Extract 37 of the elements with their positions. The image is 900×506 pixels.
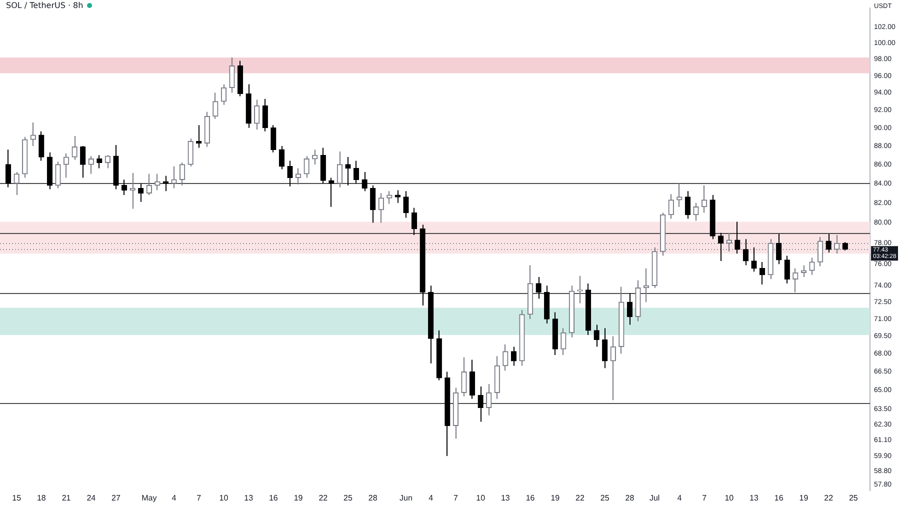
x-tick-label: 24 [86,493,96,502]
x-tick-label: 13 [500,493,510,502]
x-tick-label: 25 [344,493,353,502]
x-tick-label: 25 [848,493,858,502]
x-tick-label: 16 [526,493,536,502]
x-tick-label: 4 [428,493,434,502]
x-tick-label: 10 [476,493,486,502]
x-tick-label: 19 [294,493,304,502]
x-tick-label: 13 [244,493,254,502]
x-tick-label: 10 [724,493,734,502]
candlestick [328,178,334,207]
x-tick-label: 19 [799,493,809,502]
x-tick-label: 27 [112,493,121,502]
chart-title: SOL / TetherUS · 8h [6,1,84,10]
x-tick-label: 19 [550,493,560,502]
x-tick-label: 4 [172,493,177,502]
x-tick-label: May [142,493,157,502]
x-tick-label: 4 [677,493,682,502]
x-tick-label: 28 [625,493,635,502]
x-tick-label: 13 [750,493,759,502]
x-tick-label: 21 [62,493,72,502]
x-tick-label: 28 [368,493,378,502]
x-tick-label: 10 [219,493,229,502]
x-tick-label: 22 [318,493,328,502]
x-tick-label: 22 [576,493,585,502]
candlestick [577,276,583,304]
x-tick-label: 16 [268,493,278,502]
x-tick-label: Jun [400,493,412,502]
x-tick-label: 18 [36,493,46,502]
x-tick-label: Jul [649,493,660,502]
x-tick-label: 15 [12,493,22,502]
x-tick-label: 16 [774,493,784,502]
x-tick-label: 22 [824,493,834,502]
x-tick-label: 7 [453,493,458,502]
x-tick-label: 25 [600,493,610,502]
x-tick-label: 7 [196,493,202,502]
x-tick-label: 7 [702,493,708,502]
